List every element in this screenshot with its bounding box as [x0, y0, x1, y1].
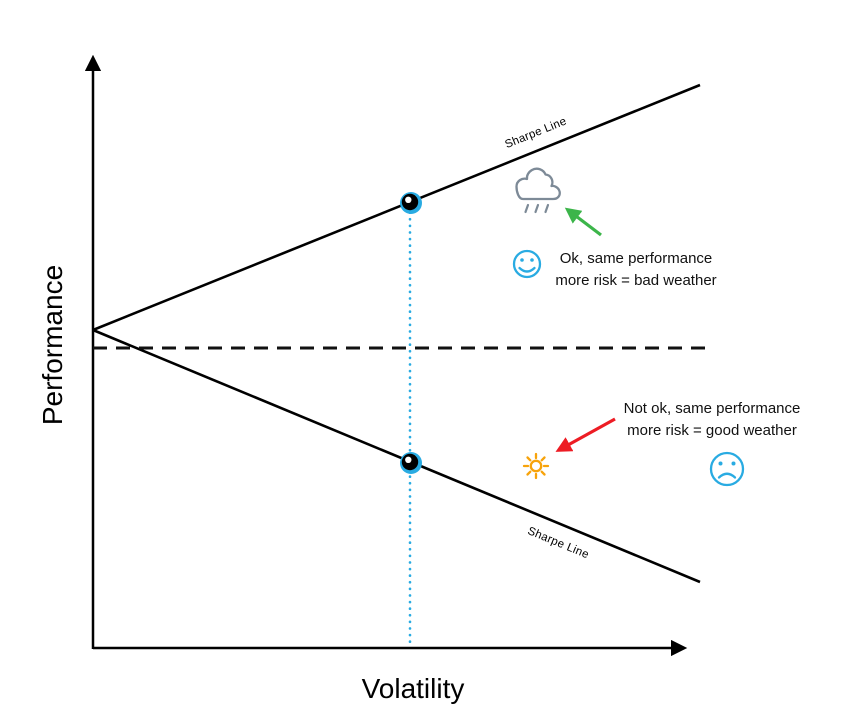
red-arrow-icon: [555, 417, 616, 452]
bad-annotation-line2: more risk = good weather: [627, 422, 797, 439]
bad-annotation-line1: Not ok, same performance: [624, 400, 801, 417]
upper-sharpe-line-label: Sharpe Line: [503, 115, 568, 151]
upper-point-highlight: [405, 196, 412, 203]
rain-cloud-icon: [515, 167, 561, 214]
good-annotation-line1: Ok, same performance: [560, 250, 713, 267]
y-axis-label: Performance: [37, 265, 68, 425]
lower-point-marker: [400, 452, 422, 474]
smiley-face-icon: [512, 249, 542, 279]
upper-point-marker: [400, 192, 422, 214]
lower-sharpe-line: [92, 328, 701, 584]
lower-point-highlight: [405, 456, 412, 463]
sad-face-icon: [709, 451, 745, 487]
green-arrow-icon: [564, 207, 602, 237]
upper-sharpe-line: [92, 83, 701, 332]
lower-sharpe-line-label: Sharpe Line: [526, 525, 591, 561]
x-axis-label: Volatility: [362, 673, 465, 704]
sun-icon: [522, 452, 550, 480]
good-annotation-line2: more risk = bad weather: [555, 272, 716, 289]
